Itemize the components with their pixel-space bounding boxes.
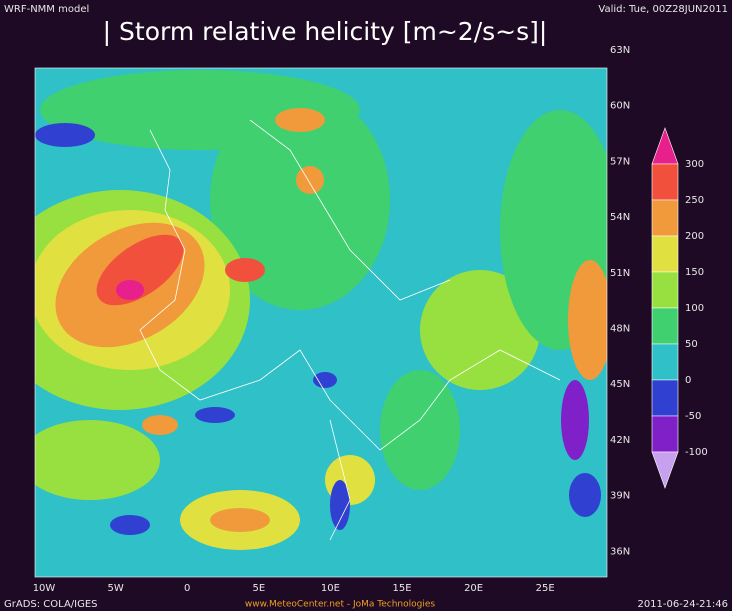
colorbar-swatch bbox=[651, 307, 679, 345]
colorbar-swatch bbox=[651, 235, 679, 273]
lon-label: 15E bbox=[392, 583, 411, 594]
field-zone bbox=[296, 166, 324, 194]
field-zone bbox=[380, 370, 460, 490]
lat-label: 57N bbox=[610, 156, 630, 167]
field-zone bbox=[195, 407, 235, 423]
lon-label: 10E bbox=[321, 583, 340, 594]
footer-center: www.MeteoCenter.net - JoMa Technologies bbox=[245, 600, 435, 610]
colorbar-label: 100 bbox=[685, 303, 704, 314]
field-zone bbox=[110, 515, 150, 535]
colorbar-label: 250 bbox=[685, 195, 704, 206]
lat-label: 39N bbox=[610, 491, 630, 502]
colorbar-swatch bbox=[651, 451, 679, 489]
map-title: | Storm relative helicity [m~2/s~s]| bbox=[103, 17, 548, 46]
footer-left: GrADS: COLA/IGES bbox=[4, 599, 98, 610]
field-zone bbox=[275, 108, 325, 132]
lat-label: 63N bbox=[610, 45, 630, 56]
lat-label: 45N bbox=[610, 379, 630, 390]
lon-label: 10W bbox=[33, 583, 56, 594]
colorbar-swatch bbox=[651, 163, 679, 201]
footer-right: 2011-06-24-21:46 bbox=[637, 599, 728, 610]
field-zone bbox=[35, 420, 160, 500]
colorbar-swatch bbox=[651, 379, 679, 417]
coastline bbox=[139, 119, 561, 541]
colorbar-label: -50 bbox=[685, 411, 701, 422]
field-zone bbox=[210, 508, 270, 532]
lat-label: 54N bbox=[610, 212, 630, 223]
colorbar-label: 0 bbox=[685, 375, 691, 386]
map-field bbox=[34, 67, 608, 578]
colorbar-swatch bbox=[651, 415, 679, 453]
lat-label: 51N bbox=[610, 268, 630, 279]
field-zone bbox=[142, 415, 178, 435]
colorbar-swatch bbox=[651, 271, 679, 309]
colorbar-swatch bbox=[651, 127, 679, 165]
colorbar-swatch bbox=[651, 199, 679, 237]
field-zone bbox=[225, 258, 265, 282]
colorbar-swatch bbox=[651, 343, 679, 381]
lat-label: 42N bbox=[610, 435, 630, 446]
lon-label: 25E bbox=[536, 583, 555, 594]
lon-label: 0 bbox=[184, 583, 190, 594]
lat-label: 60N bbox=[610, 101, 630, 112]
colorbar: 300 250 200 150 100 50 0 -50 -100 bbox=[651, 127, 708, 489]
field-zone bbox=[35, 123, 95, 147]
field-zone bbox=[420, 270, 540, 390]
colorbar-label: -100 bbox=[685, 447, 708, 458]
field-zone bbox=[561, 380, 589, 460]
colorbar-label: 150 bbox=[685, 267, 704, 278]
lat-label: 36N bbox=[610, 546, 630, 557]
model-label: WRF-NMM model bbox=[4, 4, 89, 15]
lon-label: 5E bbox=[252, 583, 265, 594]
field-zone bbox=[35, 550, 607, 577]
field-zone bbox=[40, 70, 360, 150]
field-zone bbox=[116, 280, 144, 300]
lon-label: 5W bbox=[107, 583, 123, 594]
colorbar-label: 300 bbox=[685, 159, 704, 170]
valid-time: Valid: Tue, 00Z28JUN2011 bbox=[598, 4, 728, 15]
field-zone bbox=[313, 372, 337, 388]
field-zone bbox=[330, 480, 350, 530]
map-frame bbox=[34, 67, 608, 578]
colorbar-label: 200 bbox=[685, 231, 704, 242]
lat-label: 48N bbox=[610, 324, 630, 335]
lon-label: 20E bbox=[464, 583, 483, 594]
field-zone bbox=[568, 260, 607, 380]
colorbar-label: 50 bbox=[685, 339, 698, 350]
field-zone bbox=[569, 473, 601, 517]
